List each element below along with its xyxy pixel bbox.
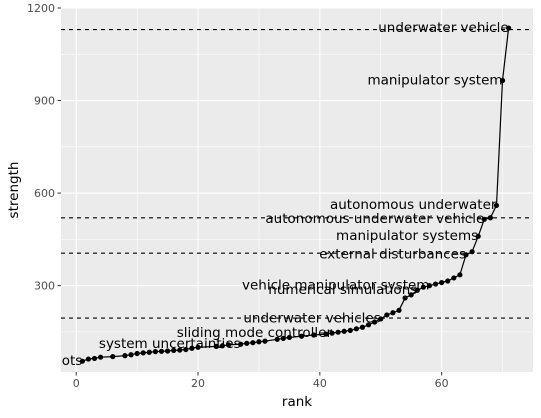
data-point xyxy=(323,331,329,337)
data-point xyxy=(481,216,487,222)
data-point xyxy=(164,348,171,354)
data-point xyxy=(378,316,384,322)
data-point xyxy=(79,358,85,364)
data-point xyxy=(487,215,493,221)
data-point xyxy=(244,340,250,346)
point-label: numerical simulations xyxy=(268,282,417,298)
data-point xyxy=(414,287,420,293)
data-point xyxy=(347,327,353,333)
data-point xyxy=(189,345,195,351)
data-point xyxy=(195,344,201,350)
point-label: external disturbances xyxy=(319,247,466,263)
y-tick-label: 300 xyxy=(34,279,55,292)
axis-layer: 300 600 900 1200 0 20 40 60 xyxy=(27,2,449,390)
data-point xyxy=(311,332,317,338)
data-point xyxy=(372,319,378,325)
data-point xyxy=(128,352,134,358)
data-point xyxy=(445,278,451,284)
data-point xyxy=(140,350,146,356)
y-tick-label: 1200 xyxy=(27,2,55,15)
data-point xyxy=(353,326,359,332)
data-point xyxy=(110,353,116,360)
point-label: underwater vehicle xyxy=(378,20,508,36)
data-point xyxy=(384,312,390,318)
data-point xyxy=(225,342,232,348)
grid-layer xyxy=(61,7,533,372)
x-axis-title: rank xyxy=(282,394,312,410)
y-tick-label: 600 xyxy=(34,187,55,200)
x-tick-label: 20 xyxy=(191,377,205,390)
data-point xyxy=(475,233,481,239)
data-point xyxy=(256,339,262,345)
data-point xyxy=(493,202,500,209)
point-label: vehicle manipulator system xyxy=(242,277,429,293)
data-point xyxy=(499,77,506,84)
data-point xyxy=(146,349,152,355)
data-point xyxy=(396,307,402,313)
data-point xyxy=(152,349,158,355)
data-point xyxy=(402,295,408,301)
data-point xyxy=(365,322,372,328)
data-point xyxy=(329,330,335,336)
data-point xyxy=(286,334,292,341)
data-point xyxy=(183,346,189,353)
data-point xyxy=(432,281,439,287)
data-point xyxy=(250,340,256,346)
data-point xyxy=(262,338,268,344)
data-point xyxy=(177,347,183,353)
data-point xyxy=(341,328,347,334)
point-label: manipulator systems xyxy=(336,228,478,244)
x-tick-label: 0 xyxy=(73,377,80,390)
point-layer xyxy=(79,25,512,364)
data-point xyxy=(171,347,177,354)
plot-panel xyxy=(61,8,533,372)
data-point xyxy=(122,353,128,359)
hline-layer xyxy=(61,29,533,319)
data-point xyxy=(85,356,92,362)
point-label: autonomous underwater xyxy=(330,197,497,213)
point-label: manipulator system xyxy=(367,72,502,88)
data-point xyxy=(439,279,445,286)
data-point xyxy=(420,284,426,290)
data-point xyxy=(91,355,98,362)
data-point xyxy=(390,310,396,316)
data-point xyxy=(238,341,244,347)
point-label: underwater vehicles xyxy=(243,311,380,327)
y-tick-label: 900 xyxy=(34,94,55,107)
data-point xyxy=(335,329,341,335)
data-point xyxy=(213,343,219,349)
data-point xyxy=(426,283,433,289)
data-point xyxy=(469,249,475,255)
point-label: sliding mode controller xyxy=(177,325,333,341)
data-point xyxy=(298,333,305,339)
data-point xyxy=(359,324,366,330)
data-point xyxy=(97,354,104,360)
data-point xyxy=(134,350,140,357)
data-point xyxy=(457,272,463,278)
x-tick-label: 40 xyxy=(313,377,327,390)
data-point xyxy=(280,335,286,341)
x-tick-label: 60 xyxy=(435,377,449,390)
data-point xyxy=(219,343,225,349)
data-point xyxy=(408,292,414,298)
point-label: system uncertainties xyxy=(99,336,241,352)
data-point xyxy=(506,25,512,31)
point-label: autonomous underwater vehicle xyxy=(265,211,484,227)
data-point xyxy=(463,252,469,258)
panel-left-mask xyxy=(0,0,61,418)
data-point xyxy=(274,336,280,342)
data-point xyxy=(451,275,457,281)
y-axis-title: strength xyxy=(6,162,22,219)
data-point xyxy=(158,348,165,354)
